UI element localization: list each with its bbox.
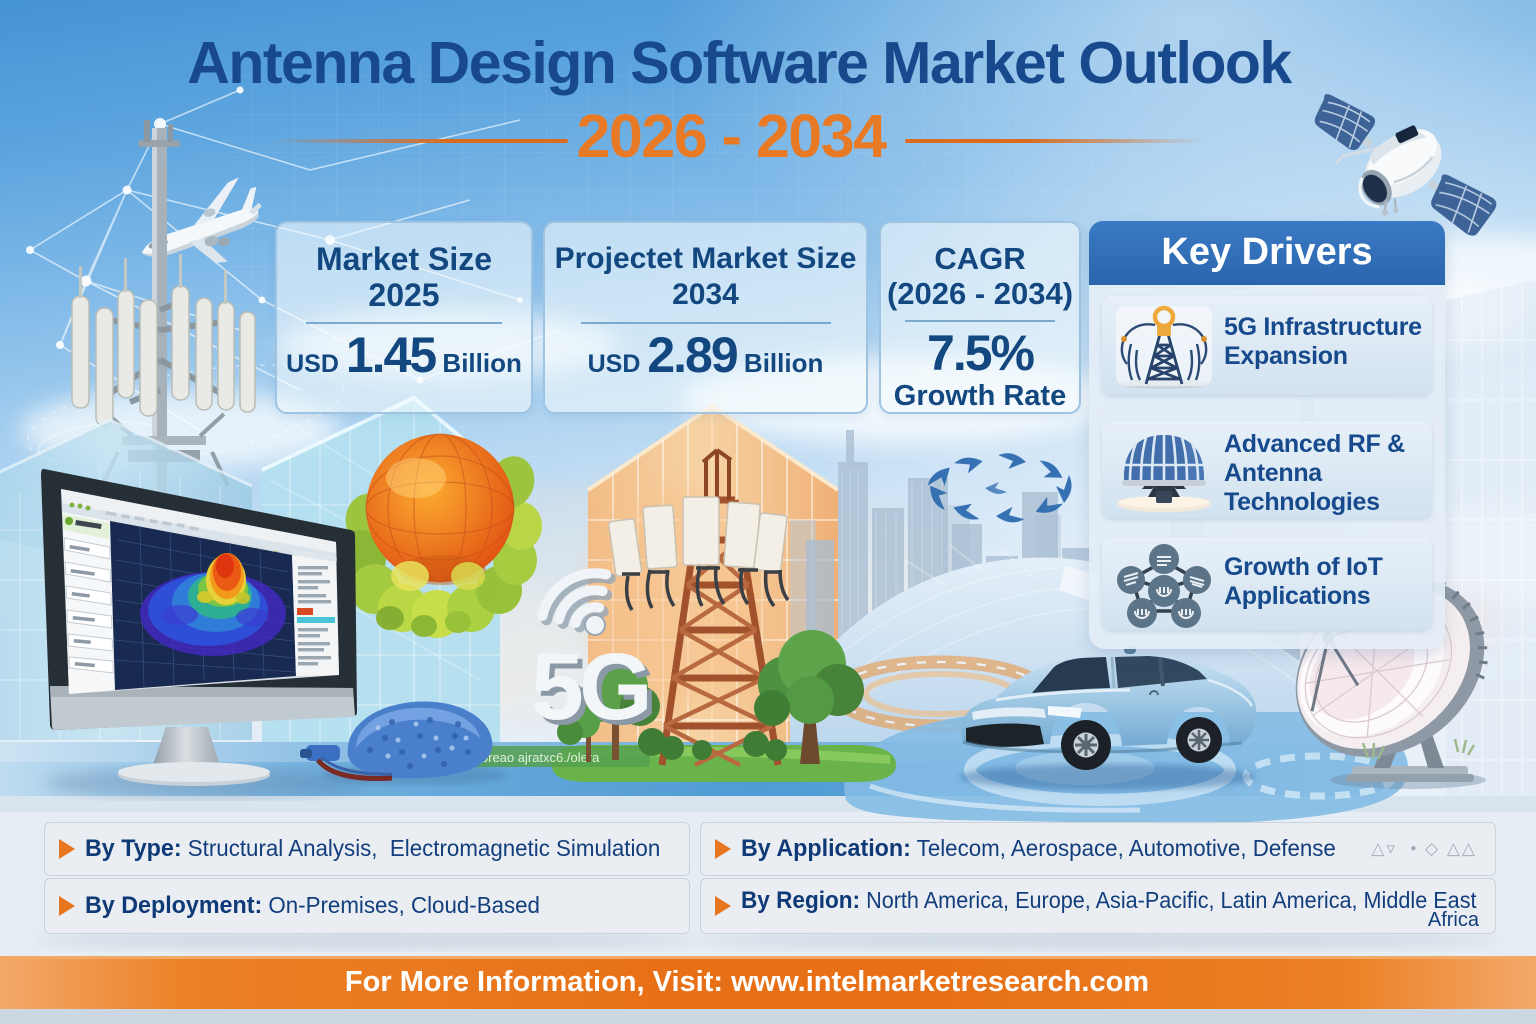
svg-text:joreao ajratxc6./olera: joreao ajratxc6./olera: [477, 750, 600, 765]
svg-text:5G: 5G: [536, 639, 653, 745]
svg-text:5G: 5G: [531, 634, 648, 740]
